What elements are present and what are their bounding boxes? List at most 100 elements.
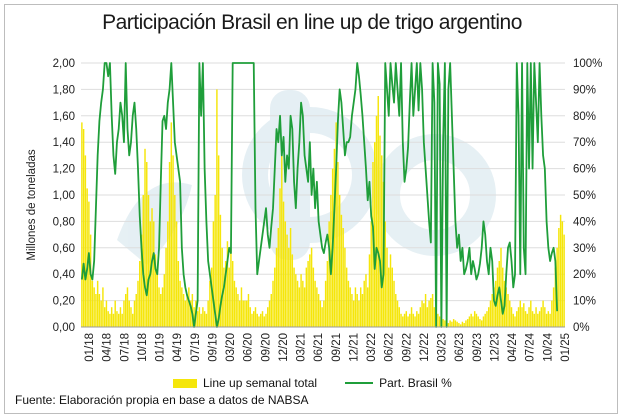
- bar: [207, 300, 209, 327]
- bar: [272, 280, 274, 327]
- bar: [265, 313, 267, 327]
- bar: [102, 287, 104, 327]
- bar: [487, 307, 490, 327]
- y2-tick-label: 30%: [573, 243, 596, 255]
- y2-tick-label: 20%: [573, 269, 596, 281]
- bar: [281, 155, 283, 327]
- x-tick-label: 01/19: [155, 333, 167, 362]
- bar: [423, 303, 425, 327]
- bar: [182, 294, 185, 327]
- bar: [533, 313, 536, 327]
- bar: [307, 261, 309, 327]
- bar: [509, 300, 511, 327]
- bar: [340, 214, 343, 327]
- bar: [193, 307, 195, 327]
- y2-tick-label: 50%: [573, 190, 596, 202]
- y2-tick-label: 40%: [573, 216, 596, 228]
- bar: [179, 280, 181, 327]
- bar: [396, 300, 399, 327]
- bar: [405, 311, 408, 327]
- bar: [517, 307, 520, 327]
- y-tick-label: 1,20: [53, 164, 75, 176]
- bar: [431, 294, 434, 327]
- bar: [158, 287, 160, 327]
- bar: [449, 320, 451, 327]
- y-axis-label: Millones de toneladas: [26, 149, 38, 260]
- bar: [221, 247, 223, 327]
- bar: [528, 307, 530, 327]
- bar: [107, 311, 109, 327]
- bar: [110, 307, 113, 327]
- x-tick-label: 07/24: [525, 332, 537, 361]
- bar: [365, 274, 367, 327]
- bar: [507, 294, 509, 327]
- bar: [310, 247, 313, 327]
- y-tick-label: 1,80: [53, 84, 75, 96]
- bar: [510, 307, 513, 327]
- bar: [361, 294, 364, 327]
- bar: [140, 234, 143, 327]
- bar: [384, 221, 386, 327]
- bar: [275, 247, 278, 327]
- x-tick-label: 03/22: [366, 333, 378, 362]
- bar: [82, 129, 85, 327]
- bar: [398, 307, 401, 327]
- bar: [549, 313, 551, 327]
- bar: [381, 155, 383, 327]
- x-tick-label: 03/21: [296, 333, 308, 362]
- bar: [542, 300, 544, 327]
- bar: [389, 254, 392, 327]
- x-tick-label: 03/20: [225, 333, 237, 362]
- bar: [416, 311, 418, 327]
- bar: [537, 313, 539, 327]
- y-tick-label: 0,60: [53, 243, 75, 255]
- bar: [293, 267, 295, 327]
- y-tick-label: 0,80: [53, 216, 75, 228]
- x-tick-label: 04/24: [507, 332, 519, 361]
- x-tick-label: 06/23: [454, 333, 466, 362]
- bar: [119, 307, 122, 327]
- bar: [324, 280, 327, 327]
- bar: [428, 300, 430, 327]
- bar: [338, 195, 341, 327]
- bar: [286, 234, 288, 327]
- bar: [126, 287, 129, 327]
- bar: [146, 162, 148, 327]
- bar: [319, 300, 322, 327]
- source-note: Fuente: Elaboración propia en base a dat…: [15, 393, 309, 407]
- bar: [303, 287, 306, 327]
- bar: [479, 319, 481, 327]
- bar: [216, 89, 218, 328]
- y-tick-label: 1,00: [53, 190, 75, 202]
- bar: [419, 307, 422, 327]
- y-tick-label: 1,60: [53, 111, 75, 123]
- bar: [461, 321, 464, 327]
- bar: [233, 280, 236, 327]
- bar: [484, 313, 486, 327]
- bar: [519, 300, 522, 327]
- x-tick-label: 10/18: [137, 333, 149, 362]
- x-tick-label: 09/20: [260, 333, 272, 362]
- bar: [181, 287, 183, 327]
- bar: [168, 162, 171, 327]
- bar: [345, 267, 348, 327]
- bar: [244, 300, 246, 327]
- bar: [531, 311, 534, 327]
- legend-item-bars: Line up semanal total: [173, 376, 317, 390]
- chart-frame: Participación Brasil en line up de trigo…: [4, 4, 618, 414]
- bar: [500, 247, 502, 327]
- bar: [386, 247, 388, 327]
- bar: [489, 300, 492, 327]
- bar: [451, 321, 453, 327]
- bar: [121, 313, 123, 327]
- y-tick-label: 0,00: [53, 322, 75, 334]
- bar: [130, 307, 132, 327]
- bar: [417, 313, 420, 327]
- y2-tick-label: 70%: [573, 137, 596, 149]
- bar: [442, 319, 444, 327]
- bar: [438, 316, 441, 327]
- bar: [470, 313, 472, 327]
- bar: [251, 313, 253, 327]
- bar: [524, 311, 527, 327]
- bar: [514, 316, 516, 327]
